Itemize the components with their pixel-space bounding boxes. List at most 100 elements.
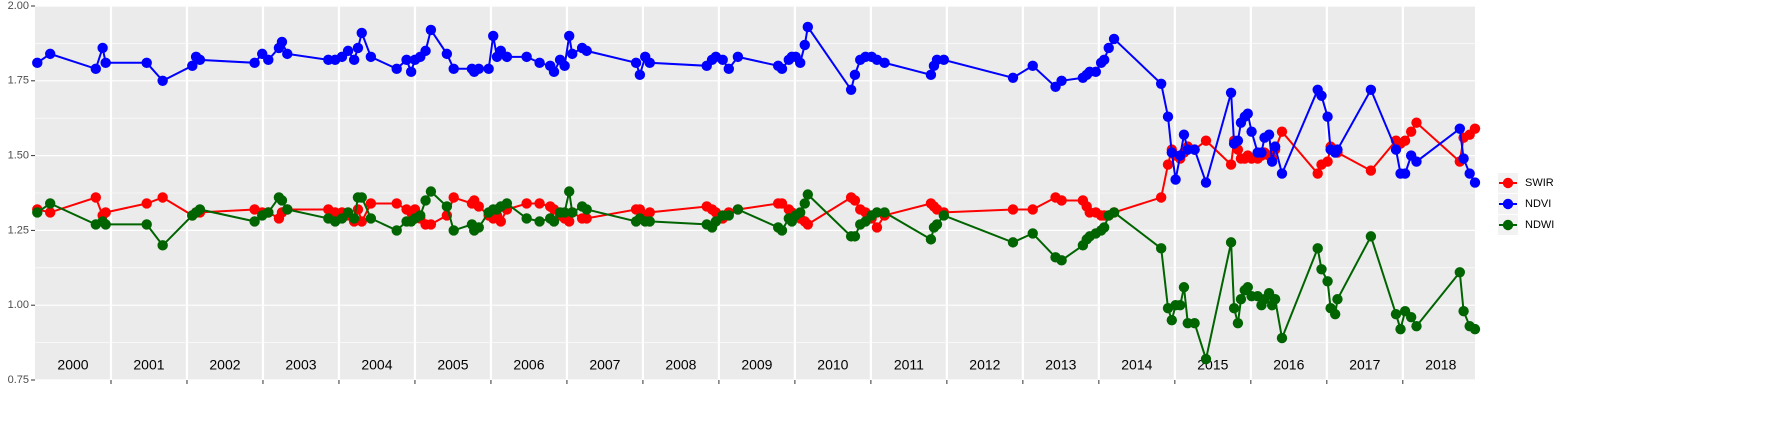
point bbox=[1225, 87, 1237, 98]
point bbox=[420, 45, 431, 57]
point bbox=[44, 207, 56, 218]
year-label: 2004 bbox=[361, 357, 392, 373]
point bbox=[141, 57, 152, 69]
legend-point bbox=[1502, 198, 1514, 210]
point bbox=[415, 210, 426, 221]
legend-point bbox=[1502, 219, 1514, 231]
point bbox=[100, 57, 111, 69]
point bbox=[1027, 60, 1038, 72]
point bbox=[420, 195, 431, 206]
point bbox=[795, 57, 806, 69]
point bbox=[1332, 294, 1343, 305]
point bbox=[1246, 126, 1257, 137]
point bbox=[1174, 150, 1186, 161]
point bbox=[564, 30, 575, 42]
point bbox=[644, 216, 655, 227]
point bbox=[879, 207, 890, 218]
point bbox=[1155, 78, 1167, 89]
point bbox=[548, 216, 560, 227]
point bbox=[1235, 294, 1247, 305]
point bbox=[564, 186, 575, 197]
point bbox=[90, 63, 101, 75]
point bbox=[1316, 264, 1327, 275]
point bbox=[365, 198, 377, 209]
point bbox=[1200, 177, 1212, 188]
point bbox=[263, 207, 274, 218]
point bbox=[723, 63, 734, 75]
point bbox=[1027, 204, 1038, 215]
point bbox=[348, 213, 360, 224]
point bbox=[1242, 282, 1253, 293]
point bbox=[1098, 222, 1110, 233]
point bbox=[1395, 323, 1406, 335]
y-tick-label: 1.25 bbox=[8, 224, 29, 236]
point bbox=[401, 54, 412, 66]
point bbox=[441, 201, 453, 212]
point bbox=[1166, 147, 1178, 158]
point bbox=[1269, 294, 1281, 305]
point bbox=[348, 54, 360, 66]
point bbox=[141, 198, 152, 209]
point bbox=[249, 216, 260, 227]
point bbox=[1162, 159, 1174, 170]
year-label: 2011 bbox=[894, 357, 924, 373]
point bbox=[1312, 243, 1323, 254]
point bbox=[634, 69, 646, 81]
point bbox=[473, 201, 484, 212]
year-label: 2013 bbox=[1045, 357, 1076, 373]
point bbox=[352, 42, 364, 54]
point bbox=[1469, 323, 1481, 335]
point bbox=[1316, 90, 1327, 101]
point bbox=[559, 60, 570, 72]
point bbox=[1056, 195, 1067, 206]
point bbox=[425, 186, 437, 197]
point bbox=[1178, 282, 1190, 293]
point bbox=[425, 24, 437, 36]
point bbox=[776, 198, 788, 209]
point bbox=[1200, 135, 1212, 146]
point bbox=[1189, 144, 1200, 155]
point bbox=[1155, 192, 1167, 203]
point bbox=[548, 66, 560, 78]
point bbox=[1454, 123, 1466, 134]
point bbox=[1276, 332, 1288, 344]
point bbox=[1007, 204, 1019, 215]
point bbox=[1155, 243, 1167, 254]
point bbox=[1256, 147, 1267, 158]
point bbox=[1178, 129, 1190, 140]
point bbox=[879, 57, 890, 69]
point bbox=[1454, 267, 1466, 278]
point bbox=[925, 234, 937, 245]
year-label: 2001 bbox=[133, 357, 164, 373]
year-label: 2006 bbox=[513, 357, 544, 373]
point bbox=[723, 210, 734, 221]
point bbox=[157, 240, 168, 251]
y-tick-label: 1.50 bbox=[8, 150, 29, 162]
point bbox=[263, 54, 274, 66]
y-tick-label: 1.75 bbox=[8, 75, 29, 87]
point bbox=[1469, 123, 1481, 134]
point bbox=[1007, 72, 1019, 84]
year-label: 2009 bbox=[741, 357, 772, 373]
point bbox=[776, 225, 788, 236]
point bbox=[581, 204, 592, 215]
point bbox=[1399, 168, 1411, 179]
point bbox=[534, 198, 545, 209]
point bbox=[802, 21, 814, 33]
point bbox=[802, 189, 814, 200]
point bbox=[1103, 42, 1114, 54]
year-label: 2002 bbox=[209, 357, 240, 373]
point bbox=[356, 27, 367, 39]
point bbox=[32, 207, 43, 218]
point bbox=[1225, 159, 1237, 170]
point bbox=[1098, 54, 1110, 66]
point bbox=[567, 48, 578, 60]
point bbox=[1411, 320, 1422, 332]
point bbox=[1365, 84, 1377, 95]
legend-point bbox=[1502, 177, 1514, 189]
point bbox=[710, 216, 722, 227]
point bbox=[1090, 66, 1102, 78]
point bbox=[1170, 174, 1181, 185]
year-label: 2003 bbox=[285, 357, 316, 373]
point bbox=[356, 192, 367, 203]
